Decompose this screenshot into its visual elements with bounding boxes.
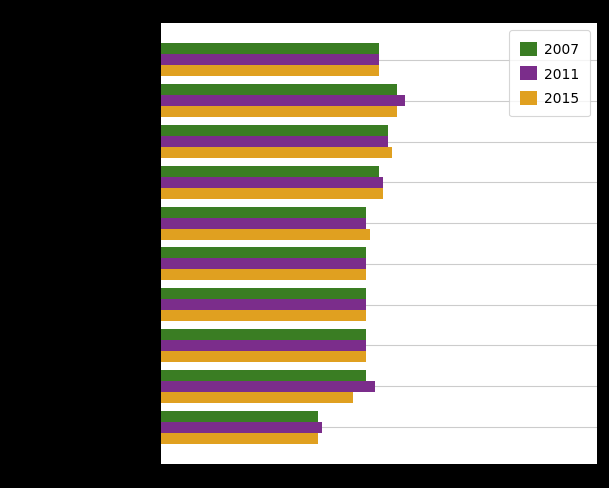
Bar [161, 55, 379, 66]
Bar [161, 96, 405, 107]
Bar [161, 433, 318, 444]
Legend: 2007, 2011, 2015: 2007, 2011, 2015 [509, 31, 590, 117]
Bar [161, 207, 366, 218]
Bar [161, 381, 375, 392]
Bar [161, 126, 388, 137]
Bar [161, 370, 366, 381]
Bar [161, 137, 388, 148]
Bar [161, 178, 384, 188]
Bar [161, 218, 366, 229]
Bar [161, 248, 366, 259]
Bar [161, 259, 366, 270]
Bar [161, 166, 379, 178]
Bar [161, 85, 396, 96]
Bar [161, 107, 396, 118]
Bar [161, 188, 384, 200]
Bar [161, 392, 353, 403]
Bar [161, 310, 366, 322]
Bar [161, 229, 370, 240]
Bar [161, 340, 366, 351]
Bar [161, 351, 366, 362]
Bar [161, 329, 366, 340]
Bar [161, 288, 366, 300]
Bar [161, 422, 323, 433]
Bar [161, 66, 379, 77]
Bar [161, 148, 392, 159]
Bar [161, 44, 379, 55]
Bar [161, 411, 318, 422]
Bar [161, 300, 366, 310]
Bar [161, 270, 366, 281]
